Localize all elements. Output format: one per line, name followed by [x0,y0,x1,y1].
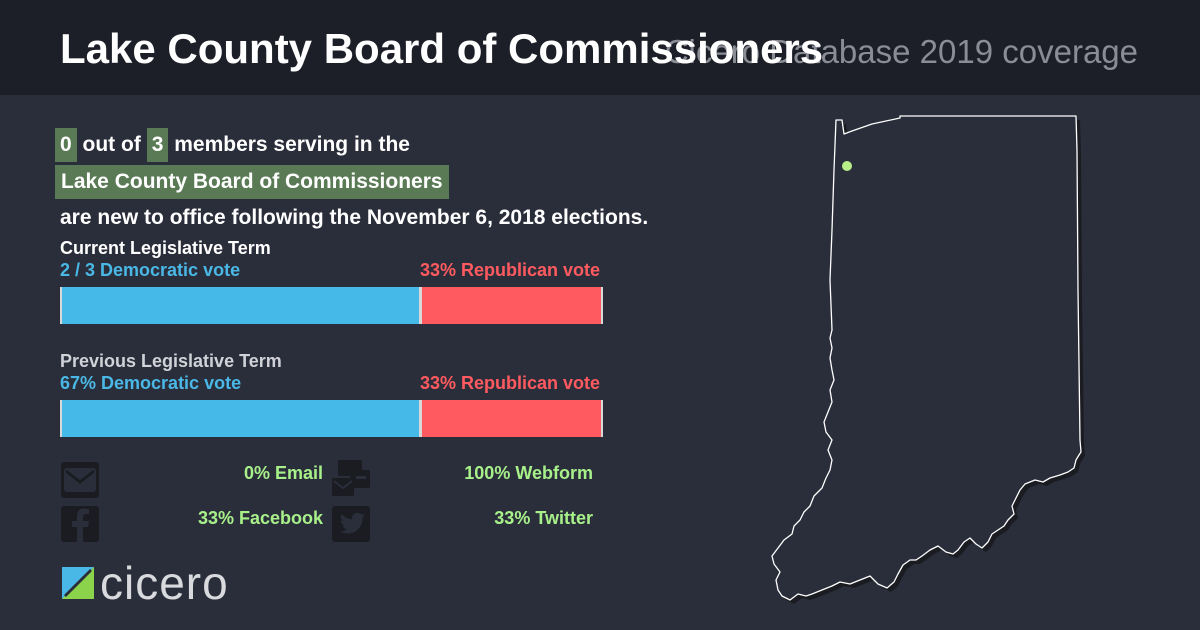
previous-rep-bar [422,400,601,437]
previous-rep-label: 33% Republican vote [419,373,600,393]
webform-icon [332,460,370,496]
total-member-count: 3 [146,128,169,162]
current-term-section: Current Legislative Term 2 / 3 Democrati… [60,238,603,324]
email-stat: 0% Email [243,463,323,483]
header-bar: Cicero Database 2019 coverage Lake Count… [0,0,1200,95]
summary-text: 0 out of 3 members serving in the Lake C… [55,128,775,236]
county-location-marker [842,161,852,171]
summary-out-of: out of [82,133,141,156]
previous-term-label: Previous Legislative Term [60,351,282,371]
facebook-stat: 33% Facebook [197,508,323,528]
current-vote-bar [60,287,603,324]
state-outline [771,115,1082,601]
current-rep-label: 33% Republican vote [419,260,600,280]
previous-vote-bar [60,400,603,437]
summary-tail-text: are new to office following the November… [60,206,649,229]
current-dem-label: 2 / 3 Democratic vote [60,260,241,280]
previous-dem-bar [62,400,419,437]
summary-members-text: members serving in the [174,133,410,156]
new-member-count: 0 [55,128,77,162]
current-rep-bar [422,287,601,324]
webform-stat: 100% Webform [464,463,593,483]
twitter-stat: 33% Twitter [494,508,593,528]
previous-dem-label: 67% Democratic vote [60,373,242,393]
page-title: Lake County Board of Commissioners [60,25,824,72]
current-dem-bar [62,287,419,324]
body-name-highlight: Lake County Board of Commissioners [55,165,449,199]
previous-term-section: Previous Legislative Term 67% Democratic… [60,351,603,437]
state-map [771,115,1085,604]
cicero-logo-text: cicero [100,557,229,609]
cicero-logo-mark-icon [62,567,94,599]
twitter-icon [332,506,370,542]
header-subtitle: Cicero Database 2019 coverage [664,33,1138,70]
facebook-icon [61,506,99,542]
envelope-icon [61,462,99,498]
current-term-label: Current Legislative Term [60,238,271,258]
